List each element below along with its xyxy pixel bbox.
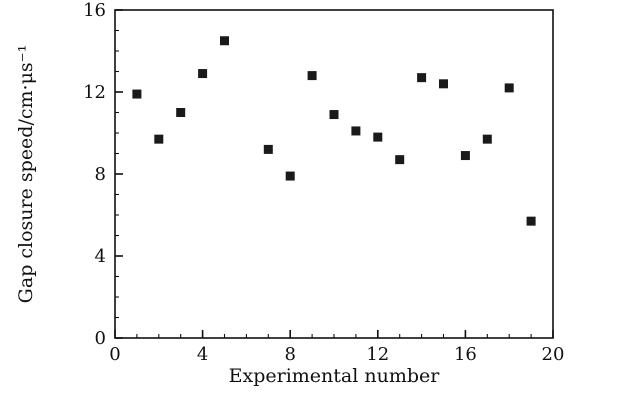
x-tick-label: 8 xyxy=(284,344,295,365)
x-tick-label: 0 xyxy=(109,344,120,365)
x-tick-label: 4 xyxy=(197,344,208,365)
x-axis-label: Experimental number xyxy=(229,365,441,387)
data-point xyxy=(373,132,383,142)
plot-area: 0 4 8 12 16 20 0 4 8 12 16 xyxy=(83,0,564,365)
y-tick-label: 16 xyxy=(83,0,106,21)
data-point xyxy=(307,71,317,81)
y-tick-label: 0 xyxy=(95,328,106,349)
data-point xyxy=(132,89,142,99)
data-point xyxy=(263,144,273,154)
data-point xyxy=(439,79,448,89)
data-point xyxy=(460,151,470,161)
x-tick-label: 20 xyxy=(542,344,565,365)
data-point xyxy=(198,69,208,79)
data-point xyxy=(285,171,295,181)
plot-frame xyxy=(114,9,554,339)
y-axis-label: Gap closure speed/cm·μs⁻¹ xyxy=(15,45,37,304)
data-point xyxy=(417,73,427,83)
data-point xyxy=(482,134,492,144)
data-point xyxy=(220,36,229,46)
data-point xyxy=(504,83,514,93)
data-point xyxy=(154,134,164,144)
y-tick-label: 4 xyxy=(95,246,106,267)
y-tick-label: 8 xyxy=(95,164,106,185)
y-tick-label: 12 xyxy=(83,82,106,103)
data-point xyxy=(329,110,339,120)
data-point xyxy=(395,155,405,165)
data-point xyxy=(351,126,361,136)
data-point xyxy=(176,108,186,117)
x-tick-label: 16 xyxy=(454,344,477,365)
data-point xyxy=(526,216,536,226)
x-tick-label: 12 xyxy=(366,344,389,365)
